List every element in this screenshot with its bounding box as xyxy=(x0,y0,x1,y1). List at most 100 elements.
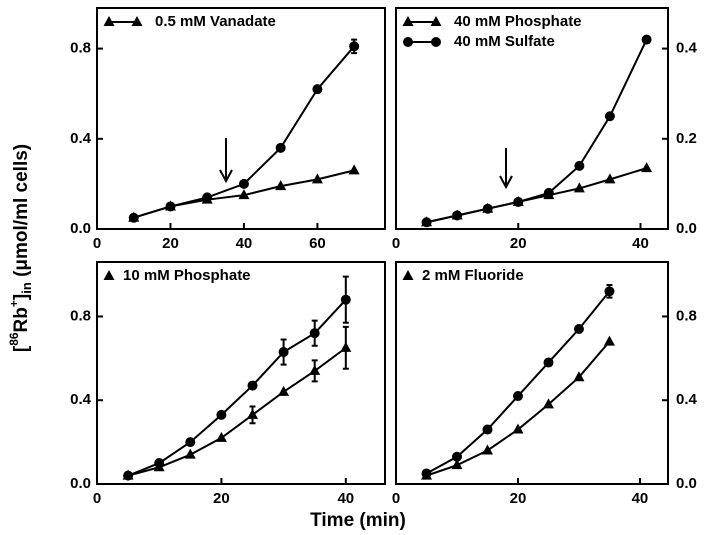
point xyxy=(165,201,176,212)
y-tick-label: 0.0 xyxy=(70,220,91,237)
point xyxy=(185,437,196,448)
legend-marker xyxy=(431,37,441,47)
point xyxy=(573,371,585,382)
point xyxy=(512,423,524,434)
point xyxy=(215,431,227,442)
y-tick-label: 0.8 xyxy=(70,307,91,324)
point xyxy=(543,187,554,198)
x-tick-label: 20 xyxy=(510,235,527,252)
x-tick-label: 0 xyxy=(93,490,101,507)
point xyxy=(247,408,259,419)
y-label-part: 86 xyxy=(7,332,21,346)
point xyxy=(543,357,554,368)
y-tick-label: 0.4 xyxy=(676,391,698,408)
point xyxy=(154,458,165,469)
x-tick-label: 60 xyxy=(309,235,326,252)
point xyxy=(451,451,462,462)
x-tick-label: 40 xyxy=(632,490,649,507)
y-axis-label: [86Rb+]in (μmol/ml cells) xyxy=(7,144,34,352)
x-tick-label: 20 xyxy=(162,235,179,252)
point xyxy=(275,180,287,191)
point xyxy=(421,468,432,479)
x-tick-label: 40 xyxy=(236,235,253,252)
y-tick-label: 0.4 xyxy=(70,130,92,147)
point xyxy=(128,212,139,223)
point xyxy=(513,196,524,207)
point xyxy=(512,391,523,402)
point xyxy=(348,164,360,175)
point xyxy=(603,335,615,346)
x-tick-label: 20 xyxy=(213,490,230,507)
point xyxy=(641,162,653,173)
point xyxy=(573,324,584,335)
point xyxy=(482,424,493,435)
legend-marker xyxy=(103,270,115,280)
point xyxy=(275,142,286,153)
point xyxy=(312,84,323,95)
point xyxy=(573,182,585,193)
y-label-part: Rb xyxy=(11,307,32,332)
arrows xyxy=(219,138,513,190)
point xyxy=(451,459,463,470)
point xyxy=(574,160,585,171)
y-label-part: + xyxy=(7,300,21,307)
y-tick-label: 0.0 xyxy=(70,475,91,492)
legend-marker xyxy=(430,16,442,26)
y-tick-label: 0.8 xyxy=(70,40,91,57)
x-tick-label: 40 xyxy=(632,235,649,252)
point xyxy=(452,210,463,221)
point xyxy=(278,347,289,358)
legend-marker xyxy=(403,37,413,47)
x-axis-label: Time (min) xyxy=(310,510,406,531)
point xyxy=(604,173,616,184)
legend-marker xyxy=(103,16,115,26)
point xyxy=(184,448,196,459)
legend-label: 40 mM Phosphate xyxy=(454,13,582,30)
y-label-part: [ xyxy=(11,345,32,352)
point xyxy=(278,385,290,396)
series-line xyxy=(127,347,347,477)
arrow xyxy=(219,138,233,184)
series-line xyxy=(426,39,648,224)
y-label-part: in xyxy=(19,282,34,294)
point xyxy=(349,41,360,52)
legend-marker xyxy=(402,270,414,280)
y-tick-label: 0.4 xyxy=(70,391,92,408)
legend-label: 0.5 mM Vanadate xyxy=(155,13,276,30)
point xyxy=(604,286,615,297)
y-tick-label: 0.0 xyxy=(676,475,697,492)
point xyxy=(481,444,493,455)
point xyxy=(340,341,352,352)
x-tick-label: 0 xyxy=(93,235,101,252)
y-tick-label: 0.4 xyxy=(676,40,698,57)
point xyxy=(421,217,432,228)
legend-label: 40 mM Sulfate xyxy=(454,33,555,50)
y-label-part: ] xyxy=(11,294,32,300)
y-tick-label: 0.8 xyxy=(676,307,697,324)
plot-frame xyxy=(96,261,386,485)
legend-label: 2 mM Fluoride xyxy=(422,267,524,284)
y-tick-label: 0.0 xyxy=(676,220,697,237)
point xyxy=(202,192,213,203)
plot-frame xyxy=(395,7,669,230)
point xyxy=(641,34,652,45)
y-label-part: (μmol/ml cells) xyxy=(11,144,32,282)
point xyxy=(216,409,227,420)
point xyxy=(340,294,351,305)
point xyxy=(309,364,321,375)
plot-frame xyxy=(96,7,386,230)
point xyxy=(238,189,250,200)
arrow xyxy=(499,148,513,190)
series-line xyxy=(426,290,611,475)
point xyxy=(238,178,249,189)
point xyxy=(311,173,323,184)
point xyxy=(309,328,320,339)
point xyxy=(542,398,554,409)
point xyxy=(247,380,258,391)
plot-frame xyxy=(395,261,669,485)
legend-label: 10 mM Phosphate xyxy=(123,267,251,284)
point xyxy=(123,470,134,481)
legend-marker xyxy=(131,16,143,26)
